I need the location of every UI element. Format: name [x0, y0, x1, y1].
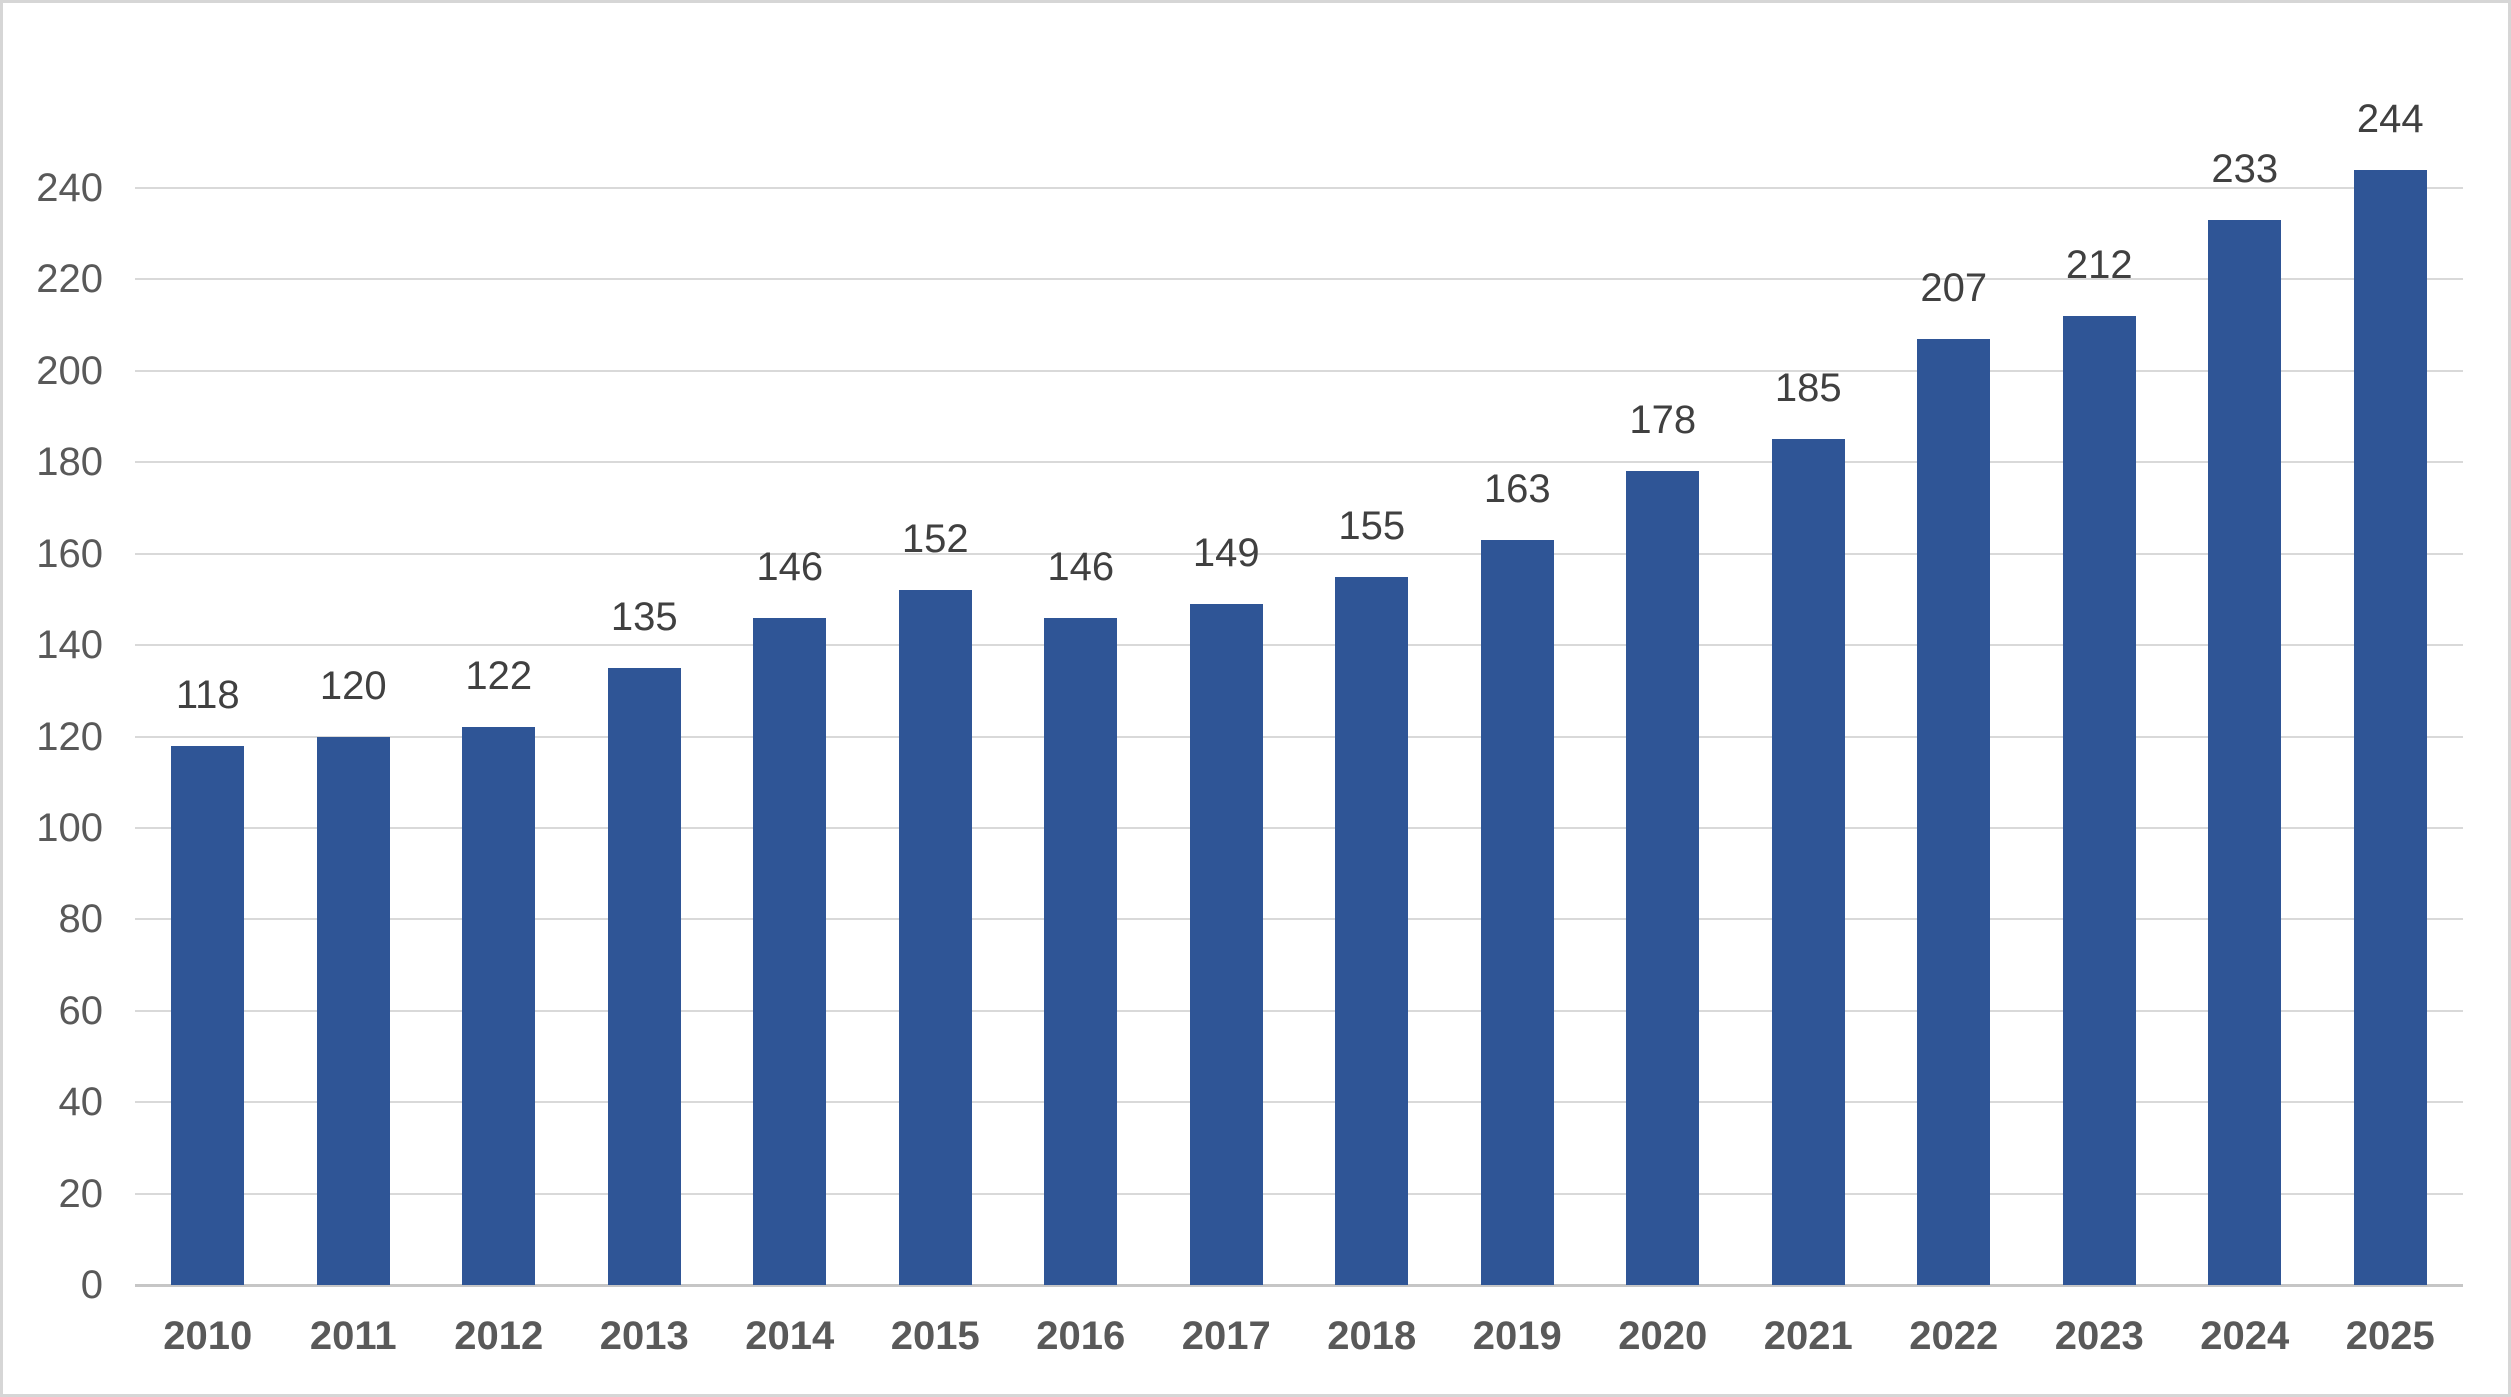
bar-2019: [1480, 539, 1554, 1285]
y-axis-tick-label: 120: [36, 714, 103, 759]
horizontal-gridline: [135, 826, 2463, 829]
horizontal-gridline: [135, 644, 2463, 647]
data-label-2022: 207: [1920, 265, 1988, 310]
data-label-2012: 122: [465, 654, 533, 699]
horizontal-gridline: [135, 187, 2463, 189]
bar-2013: [607, 667, 681, 1285]
data-label-2023: 212: [2065, 242, 2133, 287]
y-axis-tick-label: 40: [58, 1080, 104, 1125]
y-axis-tick-label: 60: [58, 988, 104, 1033]
category-axis-line: [135, 1284, 2463, 1287]
x-axis-tick-label-2013: 2013: [599, 1314, 689, 1358]
bar-2018: [1335, 576, 1409, 1285]
bar-2015: [898, 590, 972, 1285]
data-label-2019: 163: [1483, 466, 1551, 511]
data-label-2018: 155: [1338, 503, 1406, 548]
x-axis-tick-label-2014: 2014: [745, 1314, 835, 1358]
data-label-2010: 118: [175, 672, 240, 717]
x-axis-tick-label-2016: 2016: [1036, 1314, 1126, 1358]
data-label-2021: 185: [1774, 366, 1842, 411]
bar-2024: [2208, 219, 2282, 1285]
bar-2020: [1626, 471, 1700, 1285]
horizontal-gridline: [135, 552, 2463, 555]
y-axis-tick-label: 0: [80, 1263, 103, 1307]
x-axis-tick-label-2012: 2012: [454, 1314, 544, 1358]
x-axis-tick-label-2022: 2022: [1909, 1314, 1999, 1358]
bar-2025: [2353, 169, 2427, 1285]
data-label-2016: 146: [1047, 544, 1115, 589]
horizontal-gridline: [135, 1009, 2463, 1012]
x-axis-tick-label-2019: 2019: [1472, 1314, 1562, 1358]
bar-2014: [753, 617, 827, 1285]
x-axis-tick-label-2025: 2025: [2345, 1314, 2435, 1358]
y-axis-tick-label: 140: [36, 623, 103, 668]
x-axis-tick-label-2020: 2020: [1618, 1314, 1708, 1358]
y-axis-tick-label: 180: [36, 440, 103, 485]
bar-2017: [1189, 603, 1263, 1285]
horizontal-gridline: [135, 1192, 2463, 1195]
bar-2016: [1044, 617, 1118, 1285]
data-label-2020: 178: [1629, 398, 1697, 443]
x-axis-tick-label-2015: 2015: [890, 1314, 980, 1358]
bar-2022: [1917, 338, 1991, 1285]
data-label-2015: 152: [901, 517, 969, 562]
data-label-2013: 135: [610, 594, 678, 639]
horizontal-gridline: [135, 461, 2463, 464]
y-axis-tick-label: 100: [36, 805, 103, 850]
x-axis-tick-label-2023: 2023: [2054, 1314, 2144, 1358]
bar-2011: [316, 736, 390, 1285]
horizontal-gridline: [135, 918, 2463, 921]
horizontal-gridline: [135, 1101, 2463, 1104]
x-axis-tick-label-2021: 2021: [1763, 1314, 1853, 1358]
y-axis-tick-label: 80: [58, 897, 104, 942]
x-axis-tick-label-2024: 2024: [2200, 1314, 2290, 1358]
bar-2023: [2062, 315, 2136, 1285]
x-axis-tick-label-2011: 2011: [309, 1314, 397, 1358]
x-axis-tick-label-2017: 2017: [1181, 1314, 1271, 1358]
y-axis-tick-label: 240: [36, 166, 103, 210]
bar-2021: [1771, 439, 1845, 1285]
y-axis-tick-label: 220: [36, 257, 103, 302]
data-label-2014: 146: [756, 544, 824, 589]
y-axis-tick-label: 200: [36, 348, 103, 393]
data-label-2011: 120: [319, 663, 387, 708]
horizontal-gridline: [135, 369, 2463, 372]
data-label-2025: 244: [2356, 96, 2424, 141]
y-axis-tick-label: 20: [58, 1171, 104, 1216]
data-label-2017: 149: [1192, 530, 1260, 575]
horizontal-gridline: [135, 278, 2463, 281]
data-label-2024: 233: [2211, 147, 2279, 191]
horizontal-gridline: [135, 735, 2463, 738]
bar-2010: [171, 745, 245, 1285]
bar-2012: [462, 727, 536, 1285]
x-axis-tick-label-2010: 2010: [163, 1314, 253, 1358]
y-axis-tick-label: 160: [36, 531, 103, 576]
x-axis-tick-label-2018: 2018: [1327, 1314, 1417, 1358]
